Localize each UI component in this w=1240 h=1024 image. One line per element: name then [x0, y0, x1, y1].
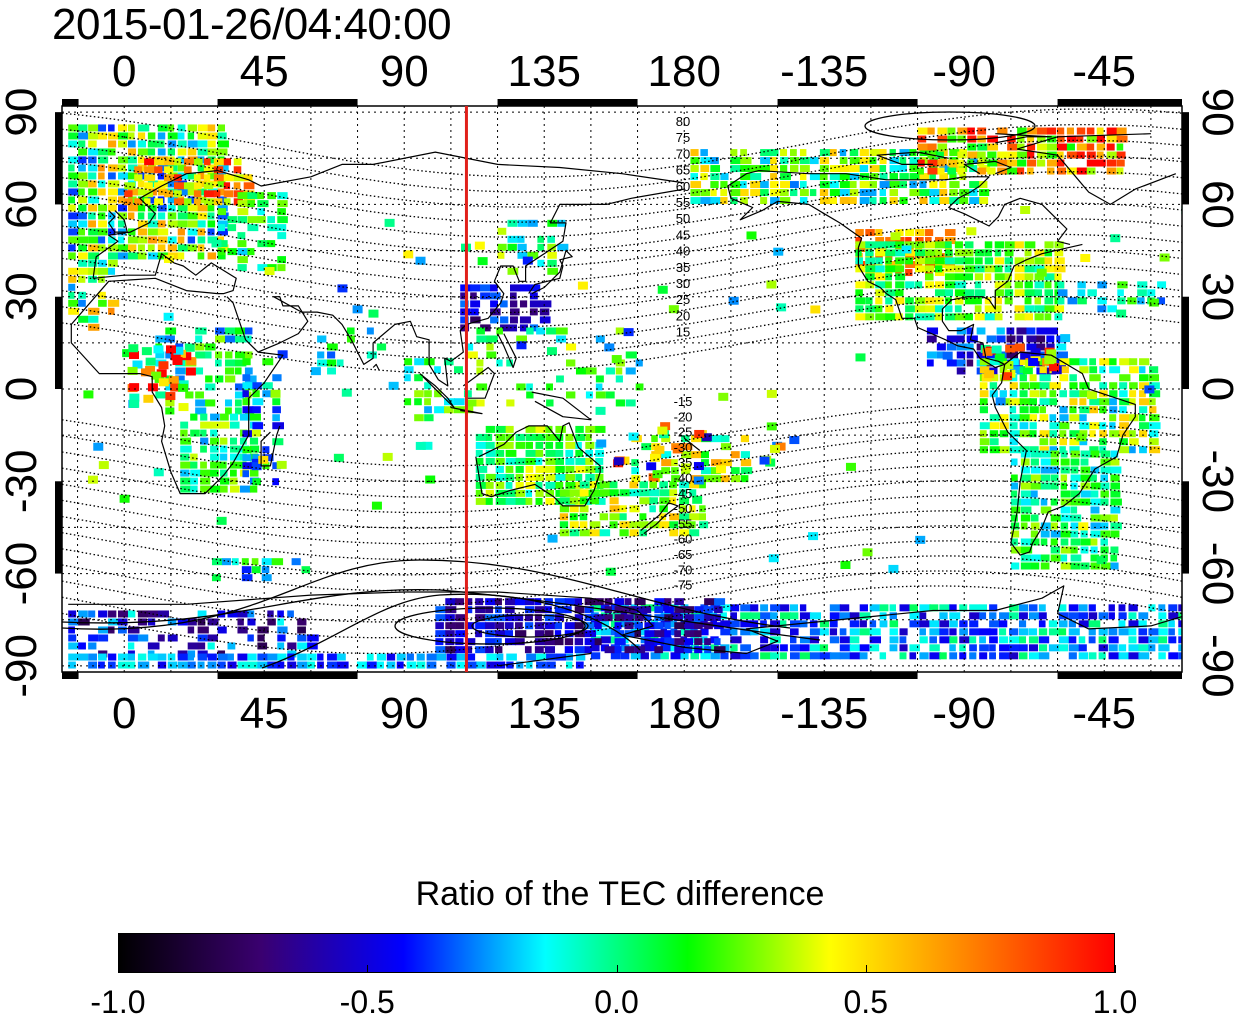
colorbar-tick-label: 0.5	[843, 984, 888, 1020]
tec-ratio-data	[68, 124, 1182, 669]
contour-label: -55	[674, 516, 693, 531]
contour-label: -45	[674, 486, 693, 501]
colorbar-tick-label: -0.5	[339, 984, 395, 1020]
contour-label: -70	[674, 562, 693, 577]
contour-label: -25	[674, 425, 693, 440]
lon-tick-bottom-label: 135	[508, 689, 581, 738]
contour-label: 15	[676, 325, 690, 340]
colorbar-tick-mark	[1115, 965, 1116, 973]
lon-tick-bottom-label: 90	[380, 689, 429, 738]
timestamp-title: 2015-01-26/04:40:00	[52, 0, 452, 49]
lon-tick-top-label: -90	[932, 47, 996, 96]
contour-label: -35	[674, 455, 693, 470]
lat-tick-right-label: 0	[1193, 377, 1240, 401]
contour-label: 45	[676, 227, 690, 242]
lat-tick-left-label: 60	[0, 180, 46, 229]
lon-tick-bottom-label: -135	[780, 689, 868, 738]
lat-tick-left-label: -60	[0, 542, 46, 606]
contour-label: 50	[676, 211, 690, 226]
lat-tick-left-label: -90	[0, 634, 46, 698]
colorbar-tick-label: 1.0	[1092, 984, 1138, 1020]
lat-tick-right-label: 60	[1193, 180, 1240, 229]
contour-label: 25	[676, 292, 690, 307]
contour-label: -15	[674, 394, 693, 409]
colorbar-tick-mark	[865, 965, 867, 973]
lon-tick-bottom-label: 0	[112, 689, 136, 738]
lon-tick-top-label: 135	[508, 47, 581, 96]
lon-tick-top-label: 45	[240, 47, 289, 96]
contour-label: -40	[674, 471, 693, 486]
contour-label: -30	[674, 440, 693, 455]
lat-tick-left-label: 30	[0, 272, 46, 321]
lat-tick-left-label: -30	[0, 449, 46, 513]
grid	[62, 106, 1182, 672]
contour-label: -20	[674, 409, 693, 424]
lat-tick-right-label: -60	[1193, 542, 1240, 606]
contour-label: 30	[676, 276, 690, 291]
contour-label: 60	[676, 179, 690, 194]
tec-map: 8075706560555045403530252015-15-20-25-30…	[0, 47, 1240, 738]
lat-tick-right-label: 30	[1193, 272, 1240, 321]
lat-tick-right-label: -90	[1193, 634, 1240, 698]
lat-tick-left-label: 0	[0, 377, 46, 401]
lon-tick-top-label: 90	[380, 47, 429, 96]
lon-tick-top-label: -45	[1072, 47, 1136, 96]
contour-label: -75	[674, 578, 693, 593]
lon-tick-bottom-label: 180	[648, 689, 721, 738]
colorbar-title: Ratio of the TEC difference	[415, 875, 825, 913]
contour-label: 35	[676, 260, 690, 275]
lon-tick-bottom-label: -45	[1072, 689, 1136, 738]
map-frame	[55, 99, 1189, 679]
contour-label: 40	[676, 244, 690, 259]
lat-tick-right-label: -30	[1193, 449, 1240, 513]
colorbar-tick-mark	[367, 965, 369, 973]
lon-tick-top-label: -135	[780, 47, 868, 96]
contour-label: 75	[676, 130, 690, 145]
contour-label: -60	[674, 532, 693, 547]
lon-tick-bottom-label: -90	[932, 689, 996, 738]
contour-label: 80	[676, 114, 690, 129]
colorbar-tick-mark	[616, 965, 618, 973]
lon-tick-bottom-label: 45	[240, 689, 289, 738]
map-axes: 0045459090135135180180-135-135-90-90-45-…	[0, 47, 1240, 738]
contour-label: 20	[676, 308, 690, 323]
contour-label: 70	[676, 146, 690, 161]
contour-label: 55	[676, 195, 690, 210]
colorbar-tick-label: 0.0	[594, 984, 639, 1020]
lat-tick-left-label: 90	[0, 88, 46, 137]
lat-tick-right-label: 90	[1193, 88, 1240, 137]
contour-label: -65	[674, 547, 693, 562]
lon-tick-top-label: 0	[112, 47, 136, 96]
colorbar-tick-label: -1.0	[90, 984, 146, 1020]
contour-label: -50	[674, 501, 693, 516]
lon-tick-top-label: 180	[648, 47, 721, 96]
colorbar-tick-mark	[118, 965, 119, 973]
contour-label: 65	[676, 163, 690, 178]
